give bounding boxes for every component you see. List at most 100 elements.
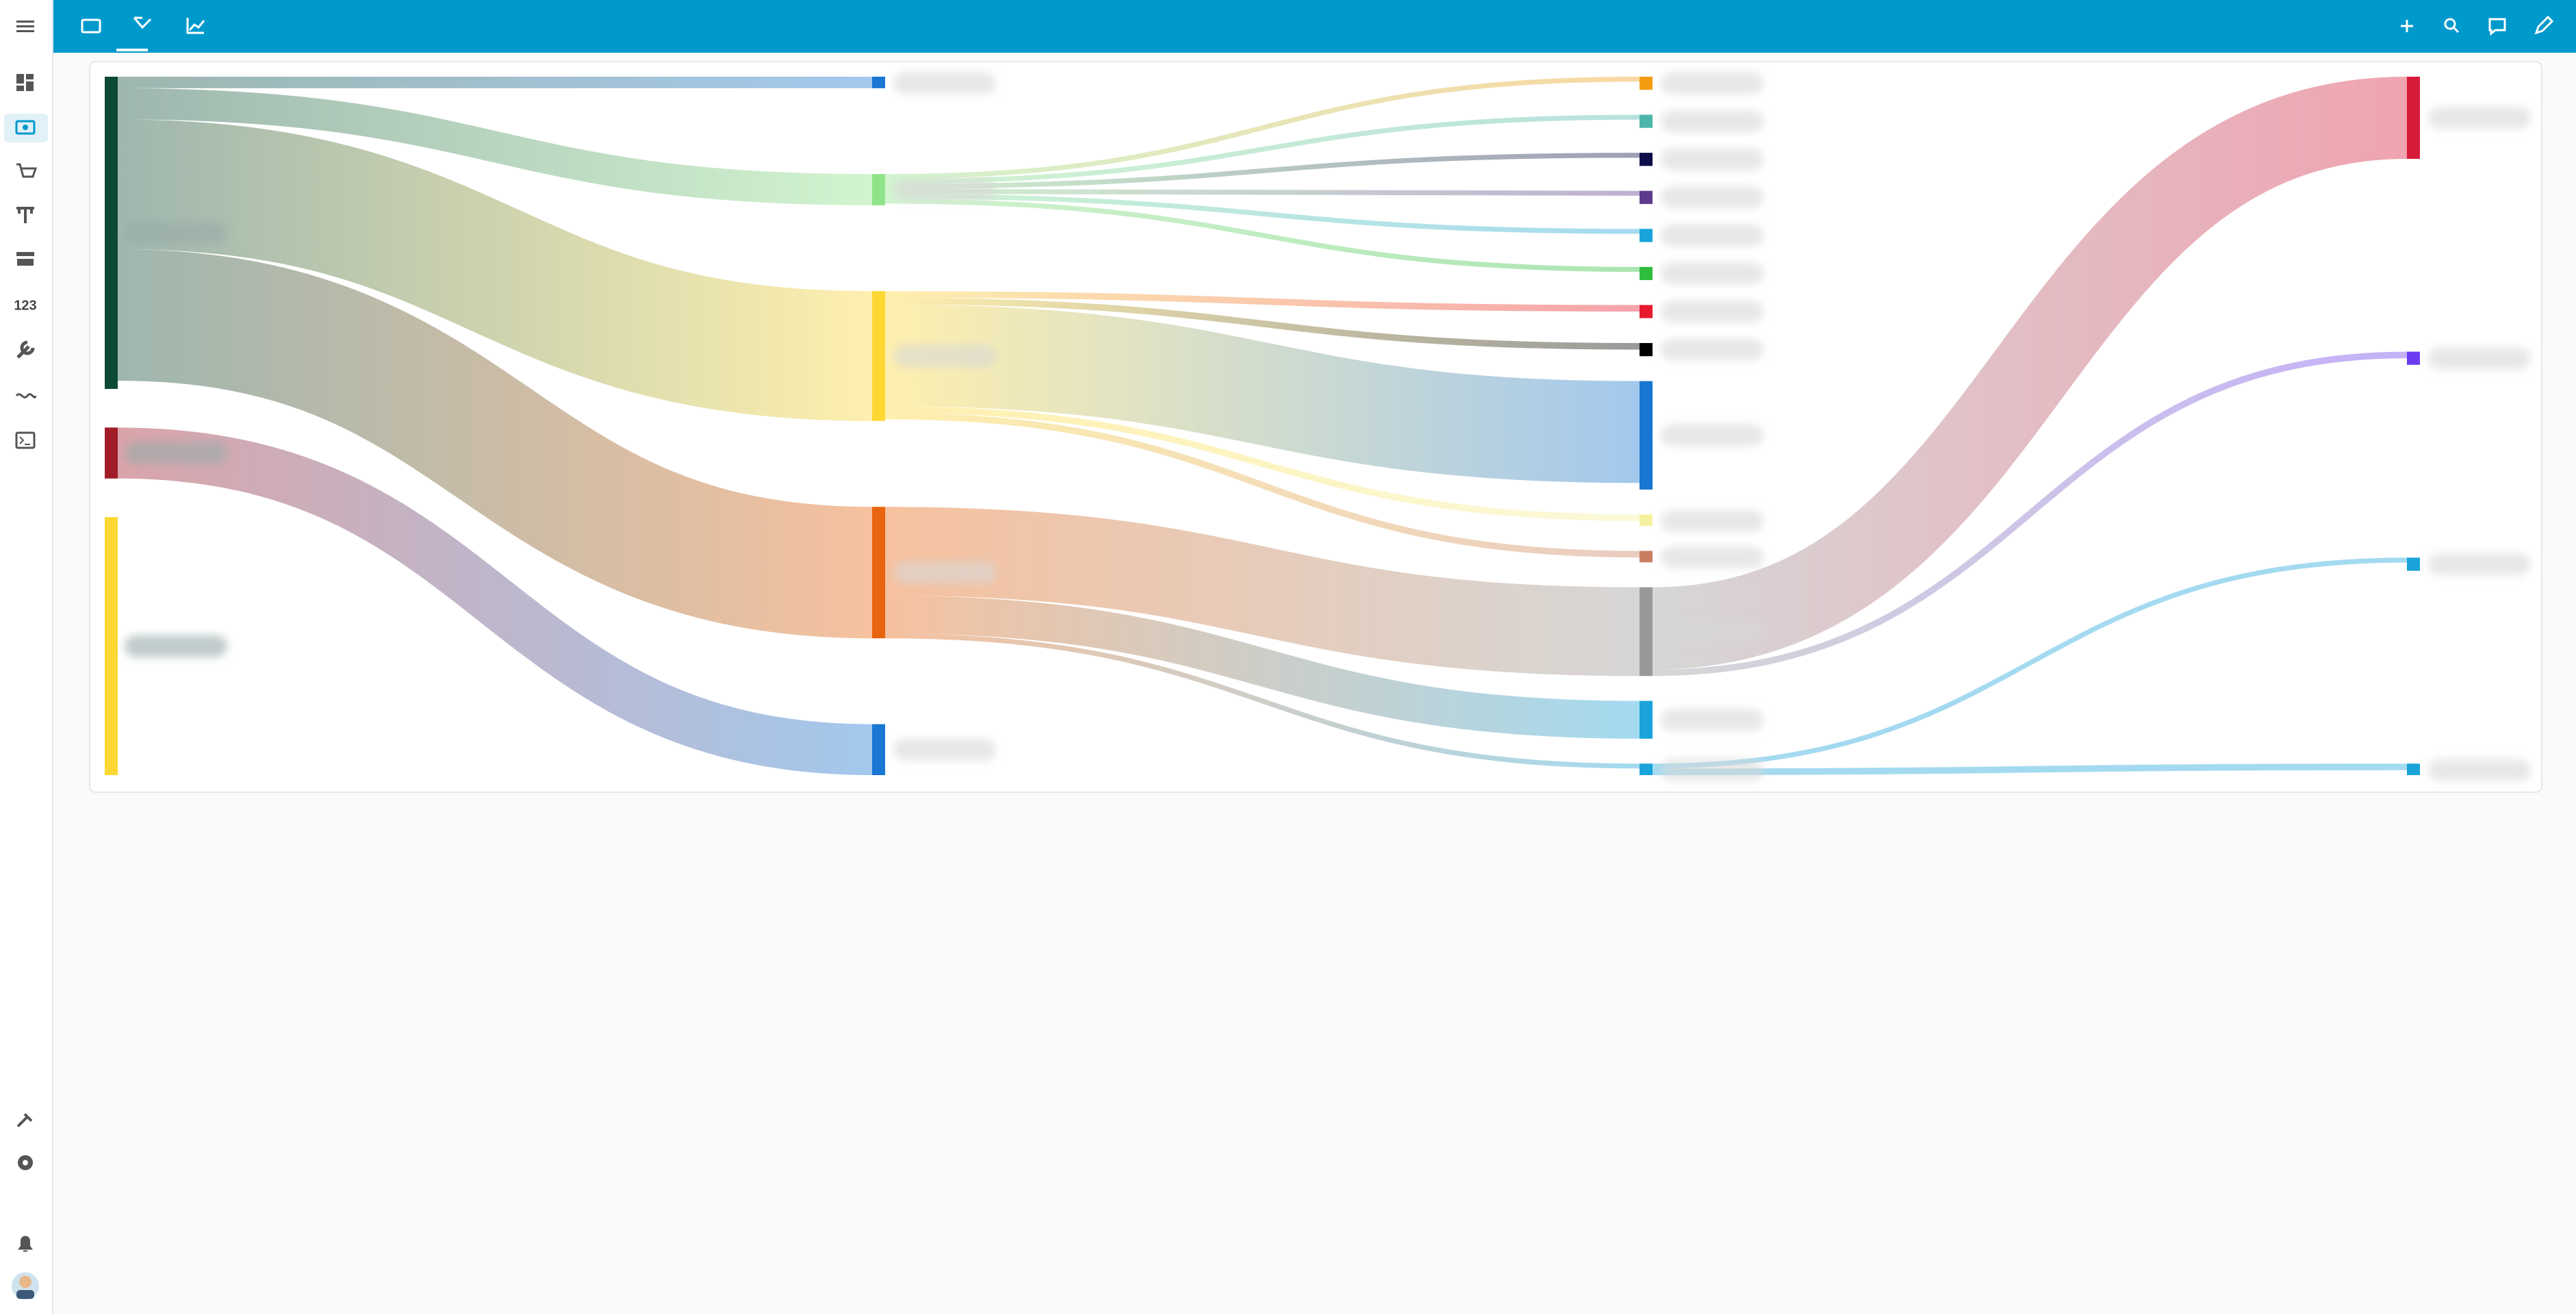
blurred-label <box>2428 759 2531 781</box>
sankey-node <box>1640 514 1653 527</box>
sankey-link <box>884 633 1640 769</box>
search-button[interactable] <box>2444 18 2460 34</box>
blurred-label <box>125 635 227 657</box>
sankey-link <box>1652 763 2408 775</box>
sankey-node <box>105 517 118 775</box>
shopping-link[interactable] <box>16 163 38 178</box>
blurred-label <box>893 738 996 761</box>
energy-tab[interactable] <box>81 18 101 34</box>
sankey-node <box>1640 551 1653 563</box>
sankey-node <box>1640 587 1653 677</box>
sankey-link <box>884 406 1640 521</box>
active-tab-indicator <box>116 49 148 51</box>
sankey-link <box>1652 351 2408 677</box>
sankey-card <box>89 61 2542 793</box>
blurred-label <box>1661 224 1763 247</box>
sankey-node <box>105 77 118 389</box>
sankey-node <box>872 724 885 775</box>
sankey-node <box>1640 114 1653 128</box>
tesla-link[interactable] <box>16 207 34 223</box>
energy-link[interactable] <box>15 120 36 135</box>
sankey-node <box>2407 351 2420 365</box>
sankey-node <box>872 174 885 205</box>
settings-link[interactable] <box>18 1155 33 1170</box>
blurred-label <box>125 222 227 244</box>
add-button[interactable] <box>2401 20 2413 32</box>
menu-button[interactable] <box>16 21 34 32</box>
integrations-link[interactable] <box>15 393 37 399</box>
sankey-link <box>884 291 1640 312</box>
toolbar-icons <box>81 15 2554 51</box>
sidebar-icons: 123 <box>4 21 48 1300</box>
sankey-node <box>1640 700 1653 739</box>
blurred-label <box>1661 110 1763 133</box>
sankey-node <box>872 77 885 88</box>
blurred-label <box>1661 72 1763 94</box>
sankey-node <box>1640 381 1653 490</box>
sankey-link <box>884 188 1640 196</box>
sankey-chart <box>105 72 2531 781</box>
sankey-node <box>1640 77 1653 90</box>
blurred-label <box>1661 301 1763 323</box>
blurred-label <box>893 72 996 94</box>
blurred-label <box>2428 107 2531 129</box>
blurred-label <box>1661 338 1763 361</box>
blurred-label <box>1661 424 1763 446</box>
store-link[interactable] <box>16 252 34 266</box>
blurred-label <box>1661 186 1763 209</box>
toolbar <box>53 0 2576 53</box>
blurred-label <box>1661 262 1763 285</box>
sankey-link <box>1652 77 2408 670</box>
terminal-link[interactable] <box>15 431 36 449</box>
tools-link[interactable] <box>16 340 35 359</box>
sankey-node <box>1640 153 1653 166</box>
sankey-link <box>117 427 873 775</box>
blurred-label <box>1661 509 1763 532</box>
sankey-node <box>105 427 118 479</box>
sidebar: 123 <box>0 0 53 1314</box>
sankey-node <box>1640 342 1653 357</box>
blurred-label <box>893 345 996 367</box>
sankey-link <box>117 249 873 639</box>
blurred-label <box>1661 759 1763 781</box>
blurred-label <box>2428 553 2531 575</box>
sankey-link <box>884 114 1640 184</box>
sankey-node <box>2407 763 2420 775</box>
sankey-link <box>884 304 1640 483</box>
sankey-node <box>1640 763 1653 775</box>
sankey-link <box>884 507 1640 677</box>
sankey-node <box>1640 229 1653 242</box>
blurred-label <box>893 561 996 584</box>
sankey-node <box>2407 557 2420 571</box>
sankey-node <box>1640 190 1653 204</box>
assist-button[interactable] <box>2488 18 2506 36</box>
sankey-link <box>884 199 1640 273</box>
sankey-link <box>884 297 1640 350</box>
sankey-node <box>872 507 885 639</box>
notifications-link[interactable] <box>18 1236 33 1252</box>
blurred-label <box>1661 148 1763 170</box>
sankey-link <box>117 88 873 205</box>
sankey-node <box>1640 305 1653 318</box>
user-avatar[interactable] <box>12 1272 39 1300</box>
sankey-node <box>2407 77 2420 159</box>
blurred-label <box>893 179 996 201</box>
sankey-link <box>884 412 1640 558</box>
sankey-link <box>1652 557 2408 769</box>
edit-button[interactable] <box>2534 15 2554 35</box>
history-tab[interactable] <box>186 18 205 34</box>
sankey-tab[interactable] <box>133 16 152 29</box>
sankey-link <box>884 153 1640 189</box>
blurred-label <box>2428 347 2531 370</box>
sankey-node <box>1640 266 1653 281</box>
sankey-link <box>884 77 1640 179</box>
blurred-label <box>1661 709 1763 731</box>
numbers-link[interactable]: 123 <box>14 298 36 313</box>
blurred-label <box>1661 546 1763 568</box>
sankey-link <box>884 595 1640 739</box>
sankey-node <box>872 291 885 421</box>
overview-link[interactable] <box>16 74 34 91</box>
blurred-label <box>1661 620 1763 643</box>
developer-link[interactable] <box>16 1113 33 1128</box>
